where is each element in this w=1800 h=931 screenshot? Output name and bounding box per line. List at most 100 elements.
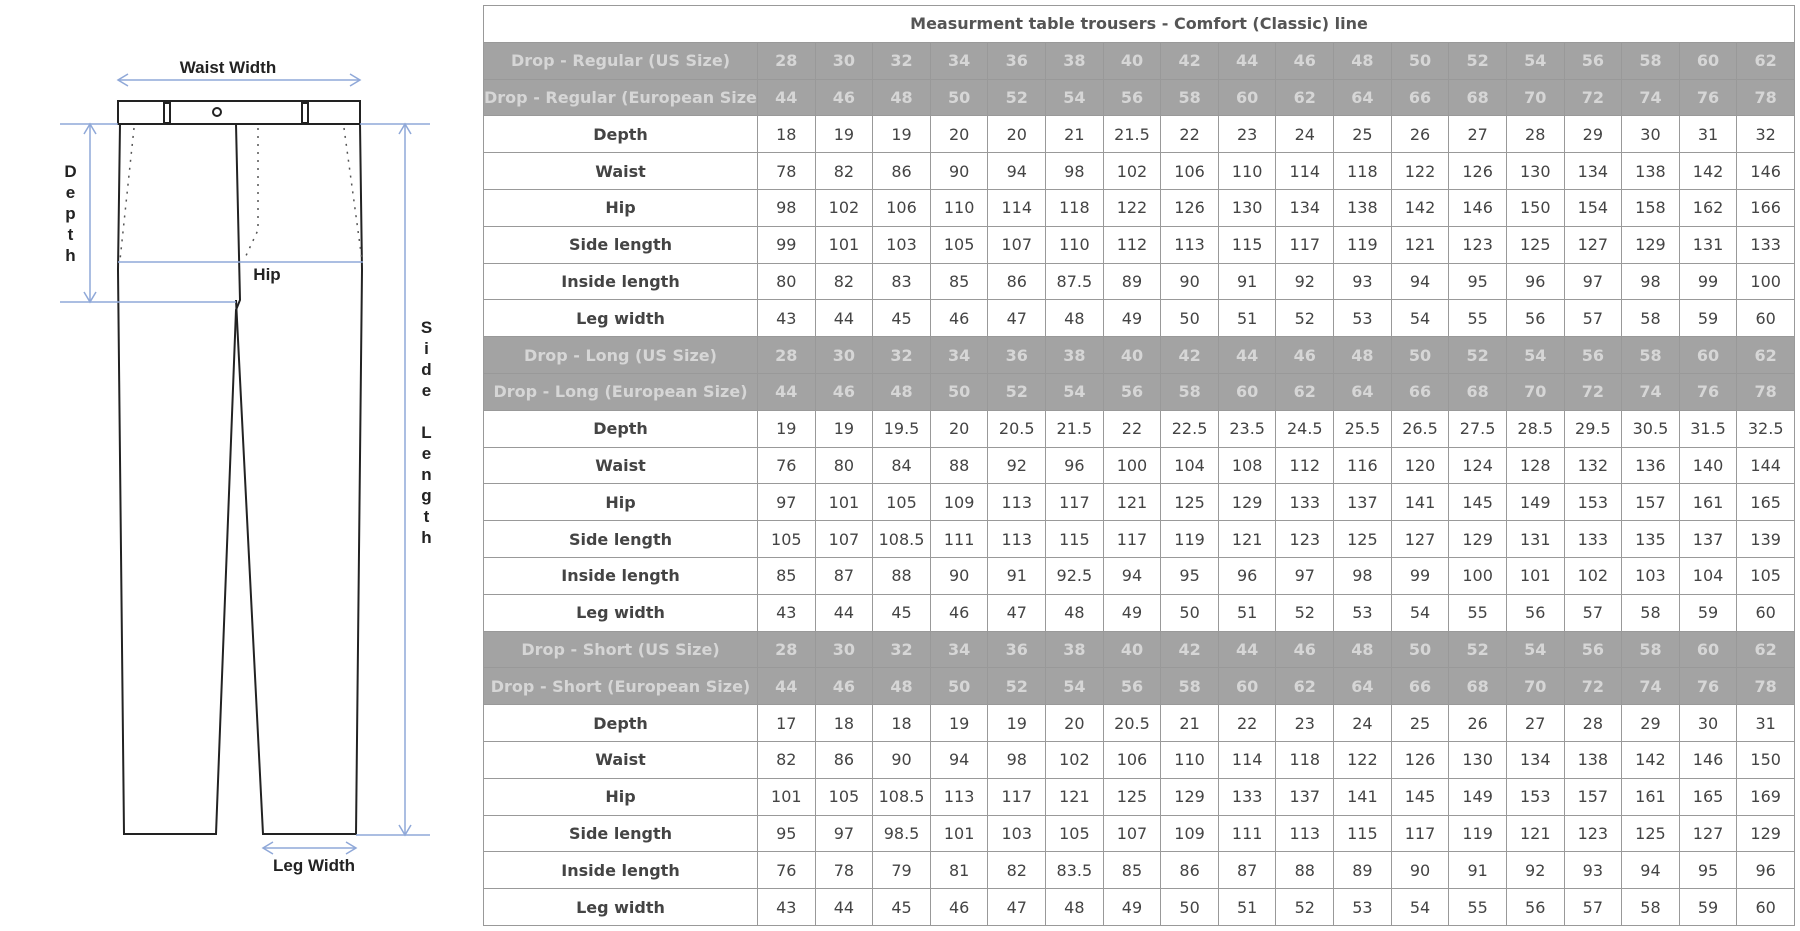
cell-value: 88 [1275,851,1335,890]
cell-value: 82 [814,152,874,190]
cell-value: 127 [1678,814,1738,853]
cell-value: 78 [814,851,874,890]
cell-value: 44 [757,78,816,117]
cell-value: 123 [1448,225,1507,264]
measure-row: Inside length 80 82 83 85 86 87.5 89 90 91 92 93 94 9… [483,262,1796,301]
cell-value: 96 [1505,262,1565,301]
cell-value: 45 [872,888,931,926]
cell-value: 121 [1102,483,1162,522]
cell-value: 64 [1333,78,1392,117]
cell-value: 165 [1736,483,1796,522]
cell-value: 76 [1678,667,1738,706]
cell-value: 22 [1217,704,1277,742]
cell-value: 58 [1621,630,1680,669]
cell-value: 36 [987,630,1047,669]
cell-value: 50 [1390,630,1450,669]
cell-value: 23 [1275,704,1335,742]
cell-value: 72 [1563,78,1623,117]
cell-value: 142 [1621,740,1680,779]
cell-value: 51 [1217,299,1277,338]
cell-value: 150 [1505,188,1565,227]
cell-value: 22 [1102,409,1162,448]
cell-value: 62 [1275,372,1335,411]
cell-value: 146 [1448,188,1507,227]
cell-value: 108 [1217,446,1277,485]
cell-value: 85 [757,556,816,595]
cell-value: 92.5 [1045,556,1104,595]
cell-value: 108.5 [872,777,931,816]
cell-value: 134 [1563,152,1623,190]
cell-value: 44 [814,888,874,926]
cell-value: 100 [1448,556,1507,595]
cell-value: 96 [1736,851,1796,890]
cell-value: 52 [987,667,1047,706]
cell-value: 137 [1275,777,1335,816]
cell-value: 28 [1505,115,1565,154]
cell-value: 127 [1563,225,1623,264]
cell-value: 50 [929,78,989,117]
row-label: Hip [483,188,758,227]
cell-value: 107 [814,520,874,558]
cell-value: 99 [757,225,816,264]
cell-value: 135 [1621,520,1680,558]
cell-value: 45 [872,299,931,338]
cell-value: 129 [1736,814,1796,853]
cell-value: 70 [1505,667,1565,706]
cell-value: 107 [987,225,1047,264]
cell-value: 46 [814,78,874,117]
row-label: Leg width [483,593,758,632]
pocket [343,127,363,261]
row-label: Leg width [483,888,758,926]
cell-value: 83.5 [1045,851,1104,890]
cell-value: 124 [1448,446,1507,485]
cell-value: 51 [1217,888,1277,926]
depth-label: Depth [61,162,80,267]
cell-value: 24 [1275,115,1335,154]
cell-value: 78 [1736,667,1796,706]
cell-value: 48 [1045,299,1104,338]
cell-value: 62 [1736,336,1796,374]
cell-value: 18 [872,704,931,742]
row-label: Side length [483,814,758,853]
row-label: Drop - Regular (US Size) [483,41,758,80]
measure-row: Depth 19 19 19.5 20 20.5 21.5 22 22.5 23.5 24.5 25.… [483,409,1796,448]
cell-value: 138 [1563,740,1623,779]
row-label: Hip [483,483,758,522]
measure-row: Leg width 43 44 45 46 47 48 49 50 51 52 53 54 55 56 57 5… [483,299,1796,338]
cell-value: 20 [987,115,1047,154]
cell-value: 19 [987,704,1047,742]
cell-value: 50 [1160,593,1219,632]
cell-value: 26.5 [1390,409,1450,448]
cell-value: 50 [1390,336,1450,374]
cell-value: 130 [1217,188,1277,227]
cell-value: 95 [1448,262,1507,301]
cell-value: 56 [1505,593,1565,632]
cell-value: 157 [1621,483,1680,522]
cell-value: 49 [1102,299,1162,338]
cell-value: 83 [872,262,931,301]
cell-value: 56 [1563,630,1623,669]
cell-value: 93 [1333,262,1392,301]
cell-value: 117 [987,777,1047,816]
cell-value: 133 [1736,225,1796,264]
cell-value: 113 [1275,814,1335,853]
cell-value: 91 [1448,851,1507,890]
cell-value: 46 [929,888,989,926]
cell-value: 19 [814,115,874,154]
row-label: Inside length [483,262,758,301]
cell-value: 133 [1217,777,1277,816]
cell-value: 62 [1736,630,1796,669]
cell-value: 32.5 [1736,409,1796,448]
cell-value: 50 [929,667,989,706]
cell-value: 32 [1736,115,1796,154]
cell-value: 92 [1275,262,1335,301]
cell-value: 121 [1217,520,1277,558]
cell-value: 20.5 [1102,704,1162,742]
cell-value: 84 [872,446,931,485]
cell-value: 101 [1505,556,1565,595]
cell-value: 31 [1736,704,1796,742]
cell-value: 58 [1621,593,1680,632]
measure-row: Depth 18 19 19 20 20 21 21.5 22 23 24 25 26 27 28 29 30 3… [483,115,1796,154]
cell-value: 100 [1736,262,1796,301]
cell-value: 90 [1390,851,1450,890]
